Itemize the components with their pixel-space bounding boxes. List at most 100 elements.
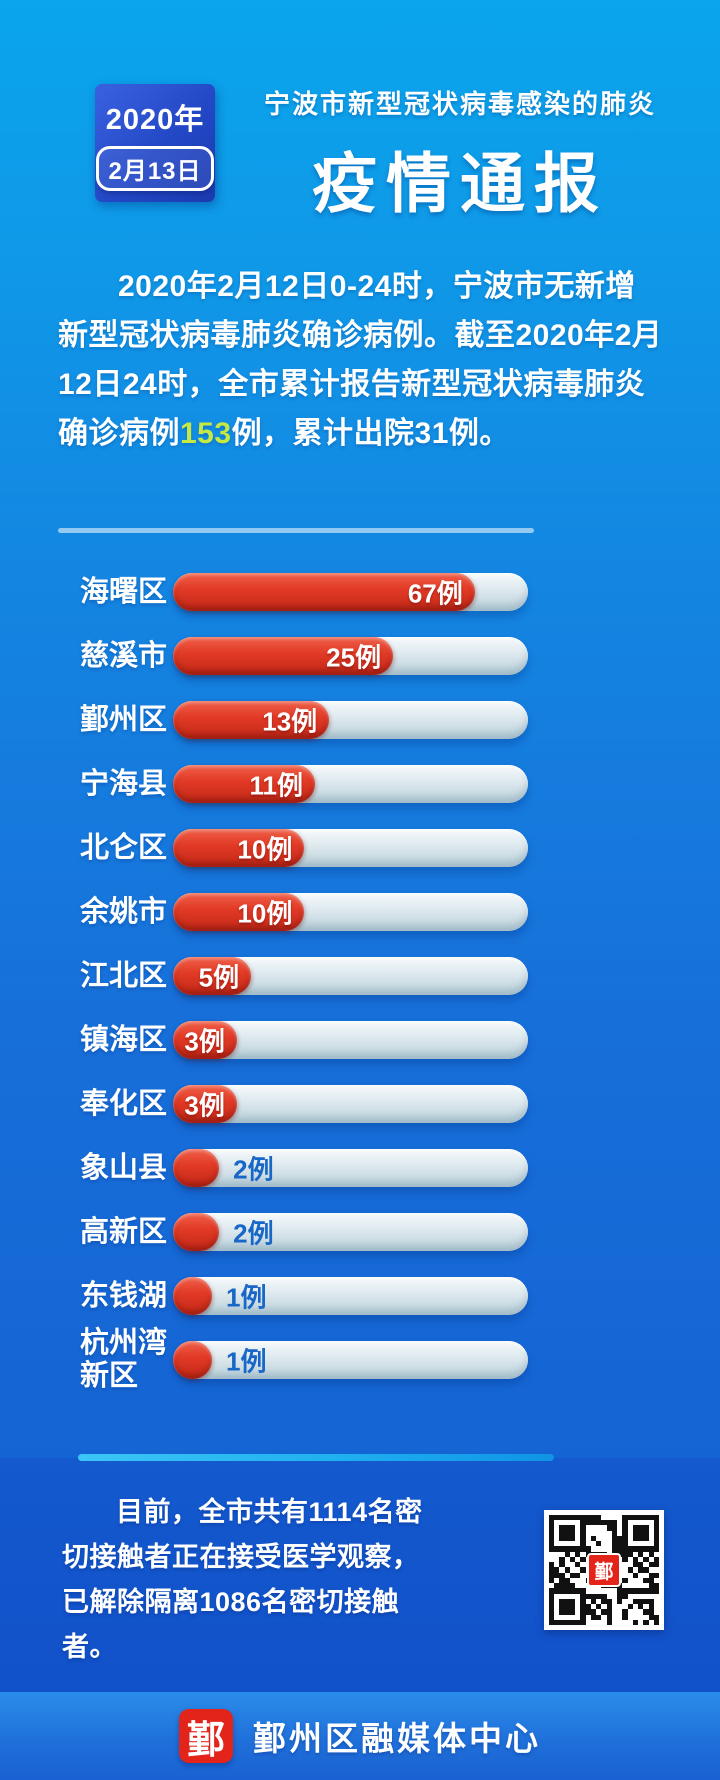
qr-module [606, 1614, 612, 1620]
qr-module [559, 1530, 565, 1536]
qr-module [559, 1562, 565, 1568]
qr-module [575, 1619, 581, 1625]
qr-module [559, 1593, 565, 1599]
qr-module [580, 1619, 586, 1625]
qr-module [564, 1530, 570, 1536]
qr-module [643, 1593, 649, 1599]
qr-module [580, 1567, 586, 1573]
qr-module [617, 1520, 623, 1526]
qr-module [596, 1546, 602, 1552]
summary-text-1: 2020年2月12日0-24时，宁波市无新增新型冠状病毒肺炎确诊病例。截至202… [58, 270, 663, 450]
qr-module [606, 1619, 612, 1625]
qr-module [601, 1588, 607, 1594]
qr-module [559, 1556, 565, 1563]
qr-module [596, 1593, 602, 1599]
qr-module [643, 1556, 649, 1563]
qr-module [596, 1541, 602, 1547]
qr-module [575, 1598, 581, 1605]
qr-module [632, 1593, 639, 1599]
qr-module [638, 1588, 644, 1594]
qr-module [564, 1598, 570, 1605]
qr-module [653, 1577, 659, 1584]
qr-module [564, 1551, 570, 1557]
qr-module [648, 1551, 654, 1557]
qr-module [580, 1604, 586, 1610]
bar-value-label: 25例 [326, 642, 382, 673]
bar-fill [173, 1277, 213, 1315]
qr-module [569, 1593, 576, 1599]
qr-module [606, 1546, 612, 1552]
qr-module [596, 1520, 602, 1526]
district-label: 镇海区 [80, 1023, 168, 1056]
qr-module [632, 1530, 639, 1536]
qr-module [601, 1520, 607, 1526]
qr-module [622, 1588, 628, 1594]
qr-module [632, 1535, 639, 1542]
qr-module [627, 1593, 633, 1599]
qr-module [580, 1520, 586, 1526]
qr-module [622, 1546, 628, 1552]
qr-module [559, 1614, 565, 1620]
qr-module [585, 1619, 591, 1625]
qr-module [632, 1520, 639, 1526]
bar-value-label: 2例 [233, 1154, 274, 1185]
qr-module [569, 1535, 576, 1542]
qr-module [653, 1525, 659, 1531]
qr-module [559, 1619, 565, 1625]
qr-module [580, 1562, 586, 1568]
qr-module [575, 1583, 581, 1589]
qr-module [638, 1551, 644, 1557]
qr-module [580, 1535, 586, 1542]
qr-module [632, 1588, 639, 1594]
qr-module [622, 1567, 628, 1573]
qr-module [590, 1535, 597, 1542]
bar-value-label: 2例 [233, 1218, 274, 1249]
chart-row: 鄞州区 13例 [80, 701, 528, 739]
qr-module [622, 1551, 628, 1557]
qr-module [643, 1535, 649, 1542]
qr-module [611, 1535, 618, 1542]
qr-module [622, 1572, 628, 1578]
qr-module [596, 1588, 602, 1594]
qr-module [559, 1588, 565, 1594]
district-label: 北仑区 [80, 831, 168, 864]
qr-module [627, 1551, 633, 1557]
qr-module [564, 1604, 570, 1610]
qr-module [559, 1535, 565, 1542]
qr-module [627, 1567, 633, 1573]
qr-module [632, 1515, 639, 1521]
qr-module [632, 1609, 639, 1615]
qr-module [638, 1572, 644, 1578]
bar-track: 3例 [173, 1085, 528, 1123]
qr-module [627, 1609, 633, 1615]
qr-module [648, 1609, 654, 1615]
qr-module [580, 1614, 586, 1620]
qr-module [648, 1583, 654, 1589]
qr-module [554, 1562, 560, 1568]
qr-module [653, 1515, 659, 1521]
chart-row: 江北区 5例 [80, 957, 528, 995]
yinzhou-media-logo: 鄞 [179, 1709, 233, 1763]
qr-module [596, 1609, 602, 1615]
qr-module [585, 1546, 591, 1552]
qr-module [627, 1583, 633, 1589]
qr-module [643, 1583, 649, 1589]
qr-code: 鄞 [544, 1510, 664, 1630]
qr-module [564, 1619, 570, 1625]
qr-module [549, 1515, 555, 1521]
qr-module [575, 1530, 581, 1536]
chart-row: 象山县 2例 [80, 1149, 528, 1187]
bar-fill [173, 1213, 220, 1251]
qr-module [611, 1604, 618, 1610]
qr-module [611, 1614, 618, 1620]
qr-module [590, 1530, 597, 1536]
qr-module [627, 1520, 633, 1526]
qr-module [564, 1577, 570, 1584]
bar-track: 2例 [173, 1149, 528, 1187]
qr-module [559, 1546, 565, 1552]
qr-module [643, 1614, 649, 1620]
qr-module [554, 1593, 560, 1599]
bar-track: 11例 [173, 765, 528, 803]
qr-module [564, 1535, 570, 1542]
qr-module [569, 1562, 576, 1568]
